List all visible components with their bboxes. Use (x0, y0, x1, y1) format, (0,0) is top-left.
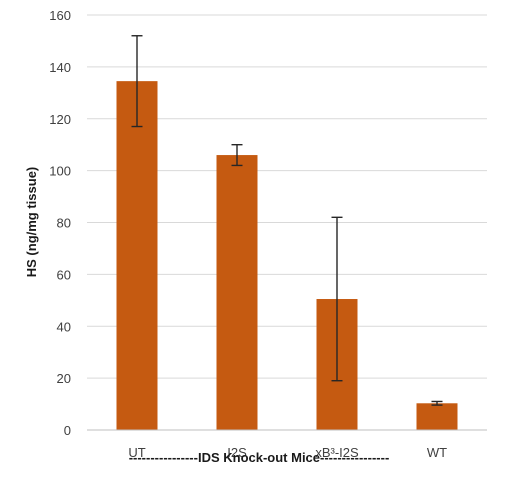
error-bar (331, 216, 343, 382)
x-tick-label: UT (128, 445, 145, 460)
y-tick-label: 20 (57, 371, 71, 386)
y-tick-label: 140 (49, 60, 71, 75)
error-bar (231, 143, 243, 167)
x-axis-title: ----------------IDS Knock-out Mice------… (129, 450, 390, 465)
y-tick-label: 40 (57, 319, 71, 334)
error-bar (131, 35, 143, 128)
y-axis-title: HS (ng/mg tissue) (24, 167, 39, 278)
bar (216, 155, 258, 430)
y-tick-label: 0 (64, 423, 71, 438)
error-bar (431, 400, 443, 406)
x-tick-label: xB³-I2S (315, 445, 359, 460)
x-tick-label: WT (427, 445, 447, 460)
y-tick-label: 120 (49, 112, 71, 127)
x-tick-labels: UT I2S xB³-I2S WT (128, 445, 447, 460)
error-bars (131, 35, 443, 406)
y-tick-label: 60 (57, 267, 71, 282)
y-tick-label: 100 (49, 164, 71, 179)
bar (116, 81, 158, 430)
y-tick-label: 80 (57, 216, 71, 231)
y-tick-labels: 0 20 40 60 80 100 120 140 160 (49, 8, 71, 438)
bar (416, 403, 458, 430)
x-tick-label: I2S (227, 445, 247, 460)
y-tick-label: 160 (49, 8, 71, 23)
bars (116, 81, 458, 430)
